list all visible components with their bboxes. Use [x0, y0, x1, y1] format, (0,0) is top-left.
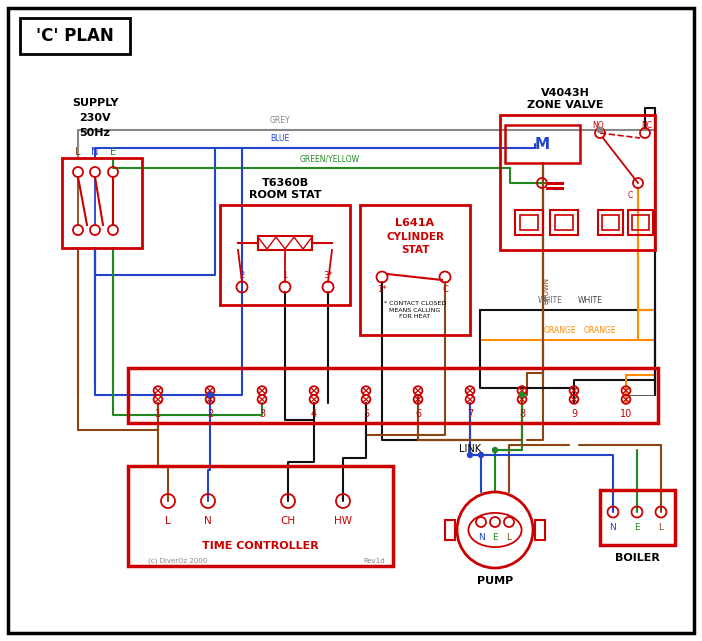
Circle shape: [597, 128, 602, 133]
Bar: [602, 215, 619, 230]
Text: BROWN: BROWN: [543, 276, 550, 303]
Bar: [445, 520, 455, 540]
Bar: [220, 205, 350, 305]
Bar: [20, 18, 130, 54]
Text: E: E: [492, 533, 498, 542]
Text: NO: NO: [592, 121, 604, 129]
Circle shape: [468, 453, 472, 458]
Text: N: N: [477, 533, 484, 542]
Bar: [550, 210, 578, 235]
Bar: [128, 466, 393, 566]
Text: 'C' PLAN: 'C' PLAN: [36, 27, 114, 45]
Text: N: N: [204, 516, 212, 526]
Text: M: M: [535, 137, 550, 151]
Text: ROOM STAT: ROOM STAT: [249, 190, 322, 200]
Bar: [128, 368, 658, 423]
Bar: [555, 215, 573, 230]
Bar: [520, 215, 538, 230]
Text: L: L: [165, 516, 171, 526]
Text: WHITE: WHITE: [578, 296, 602, 305]
Text: CH: CH: [280, 516, 296, 526]
Circle shape: [597, 128, 602, 133]
Text: V4043H: V4043H: [541, 88, 590, 98]
Bar: [535, 520, 545, 540]
Bar: [500, 115, 655, 250]
Circle shape: [493, 447, 498, 453]
Circle shape: [208, 392, 213, 397]
Text: 1: 1: [282, 271, 288, 279]
Text: NC: NC: [642, 121, 652, 129]
Bar: [600, 490, 675, 545]
Text: E: E: [634, 524, 640, 533]
Text: 2: 2: [207, 409, 213, 419]
Text: 6: 6: [415, 409, 421, 419]
Text: ZONE VALVE: ZONE VALVE: [526, 100, 603, 110]
Text: 9: 9: [571, 409, 577, 419]
Text: C: C: [442, 285, 448, 294]
Bar: [258, 236, 312, 250]
Text: GREEN/YELLOW: GREEN/YELLOW: [300, 154, 360, 163]
Text: PUMP: PUMP: [477, 576, 513, 586]
Text: 8: 8: [519, 409, 525, 419]
Text: (c) DiverOz 2000: (c) DiverOz 2000: [148, 558, 207, 564]
Bar: [598, 210, 623, 235]
Bar: [505, 125, 580, 163]
Text: LINK: LINK: [459, 444, 481, 454]
Text: 10: 10: [620, 409, 632, 419]
Text: BOILER: BOILER: [615, 553, 660, 563]
Text: 3: 3: [259, 409, 265, 419]
Text: 4: 4: [311, 409, 317, 419]
Text: STAT: STAT: [401, 245, 429, 255]
Text: Rev1d: Rev1d: [364, 558, 385, 564]
Text: HW: HW: [334, 516, 352, 526]
Text: T6360B: T6360B: [261, 178, 309, 188]
Text: 2: 2: [239, 271, 244, 279]
Text: N: N: [609, 524, 616, 533]
Text: L: L: [507, 533, 512, 542]
Text: * CONTACT CLOSED
MEANS CALLING
FOR HEAT: * CONTACT CLOSED MEANS CALLING FOR HEAT: [384, 301, 446, 319]
Text: 5: 5: [363, 409, 369, 419]
Text: E: E: [110, 147, 116, 157]
Bar: [515, 210, 543, 235]
Bar: [62, 158, 142, 248]
Text: WHITE: WHITE: [538, 296, 562, 305]
Text: N: N: [91, 147, 99, 157]
Text: TIME CONTROLLER: TIME CONTROLLER: [202, 541, 319, 551]
Text: L: L: [75, 147, 81, 157]
Text: BLUE: BLUE: [270, 134, 290, 143]
Circle shape: [479, 453, 484, 458]
Text: SUPPLY
230V
50Hz: SUPPLY 230V 50Hz: [72, 98, 118, 138]
Text: C: C: [628, 190, 633, 199]
Bar: [628, 210, 653, 235]
Text: L641A: L641A: [395, 218, 435, 228]
Text: L: L: [658, 524, 663, 533]
Text: CYLINDER: CYLINDER: [386, 232, 444, 242]
Text: GREY: GREY: [270, 116, 291, 125]
Text: 1*: 1*: [377, 285, 387, 294]
Text: 1: 1: [155, 409, 161, 419]
Circle shape: [519, 392, 524, 397]
Text: ORANGE: ORANGE: [543, 326, 576, 335]
Text: ORANGE: ORANGE: [583, 326, 616, 335]
Bar: [632, 215, 649, 230]
Text: 7: 7: [467, 409, 473, 419]
Text: 3*: 3*: [323, 271, 333, 279]
Bar: [360, 205, 470, 335]
